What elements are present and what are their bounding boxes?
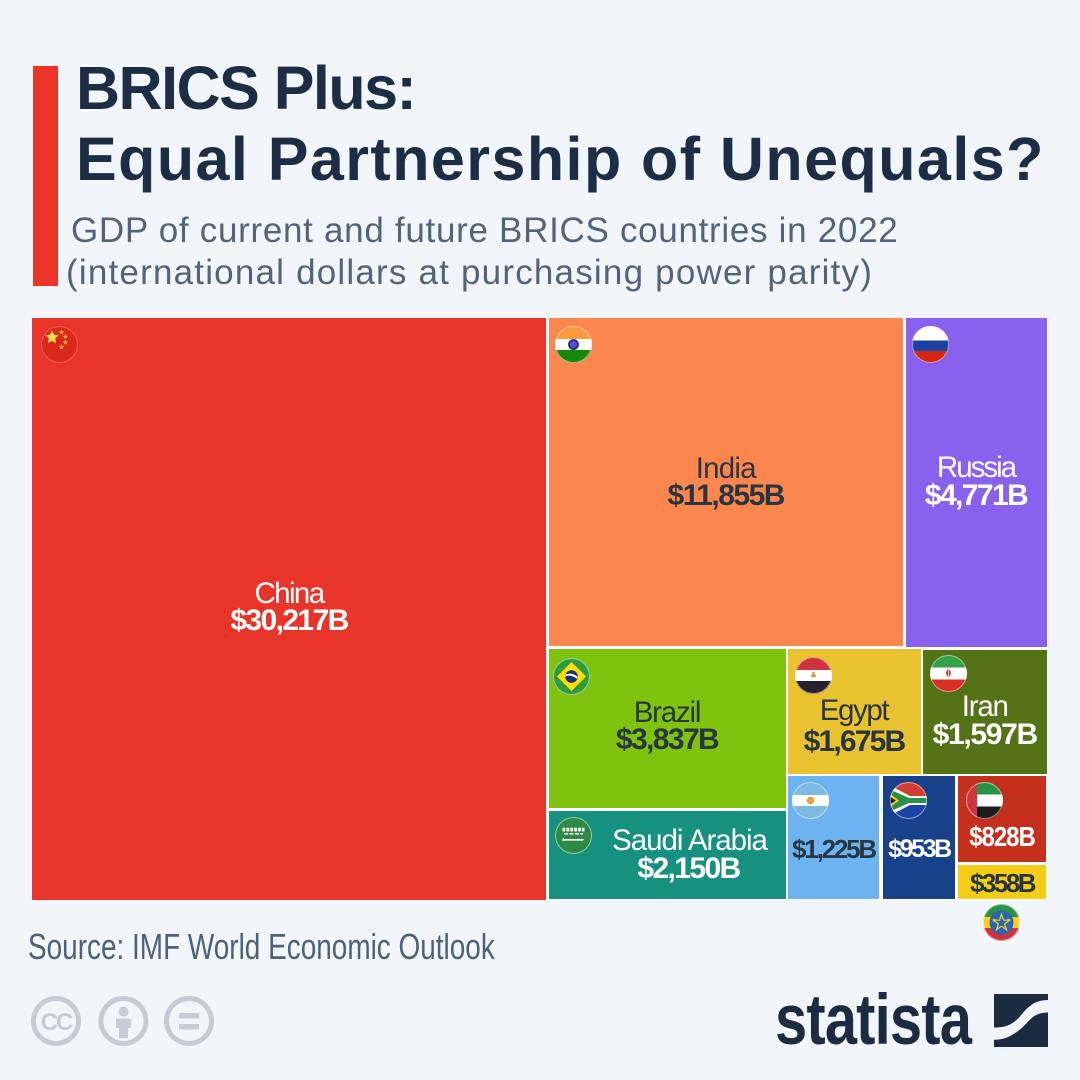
svg-text:CC: CC	[41, 1009, 73, 1036]
